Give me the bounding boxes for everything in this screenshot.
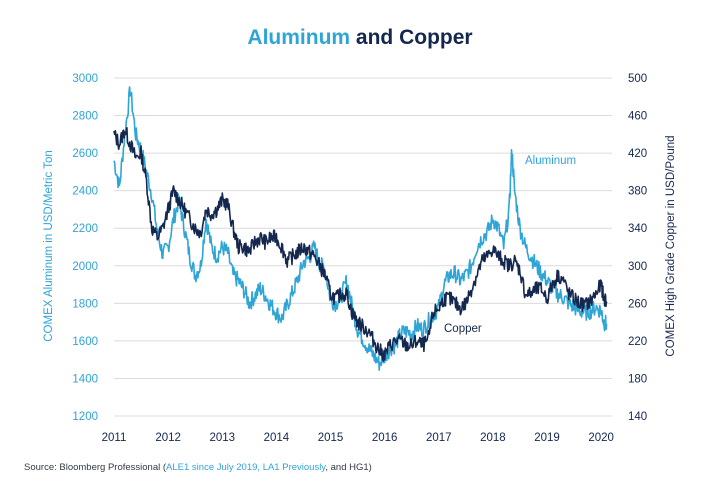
x-tick-label: 2017 [426, 432, 452, 444]
right-axis-label: COMEX High Grade Copper in USD/Pound [665, 135, 677, 356]
left-tick-label: 1400 [72, 373, 98, 385]
series-lines [113, 86, 608, 371]
right-tick-label: 140 [628, 411, 647, 423]
x-tick-label: 2019 [534, 432, 560, 444]
right-tick-label: 300 [628, 261, 647, 273]
left-tick-label: 2800 [72, 111, 98, 123]
right-tick-label: 220 [628, 336, 647, 348]
right-tick-label: 180 [628, 373, 647, 385]
right-tick-label: 380 [628, 186, 647, 198]
left-tick-label: 2200 [72, 223, 98, 235]
left-tick-label: 2000 [72, 261, 98, 273]
x-tick-label: 2015 [318, 432, 344, 444]
chart-title: Aluminum and Copper [0, 26, 720, 50]
copper-series-line [113, 127, 608, 362]
x-tick-label: 2016 [372, 432, 398, 444]
aluminum-series-line [113, 86, 608, 371]
x-tick-label: 2020 [588, 432, 614, 444]
right-tick-label: 420 [628, 148, 647, 160]
x-axis-ticks: 2011 2012 2013 2014 2015 2016 2017 2018 2019 2020 [102, 432, 614, 444]
left-axis-label: COMEX Aluminum in USD/Metric Ton [43, 150, 55, 342]
left-axis-ticks: 3000 2800 2600 2400 2200 2000 1800 1600 1400 1200 [72, 73, 98, 423]
x-tick-label: 2014 [264, 432, 290, 444]
x-tick-label: 2012 [155, 432, 181, 444]
grid-lines [114, 77, 612, 417]
source-highlight: ALE1 since July 2019, LA1 Previously [166, 462, 326, 473]
x-tick-label: 2013 [209, 432, 235, 444]
left-tick-label: 2400 [72, 186, 98, 198]
source-suffix: , and HG1) [325, 462, 372, 473]
x-tick-label: 2018 [480, 432, 506, 444]
chart-title-aluminum: Aluminum [247, 26, 351, 49]
chart-title-rest: and Copper [350, 26, 473, 49]
right-axis-ticks: 500 460 420 380 340 300 260 220 180 140 [628, 73, 647, 423]
right-tick-label: 500 [628, 73, 647, 85]
left-tick-label: 1800 [72, 298, 98, 310]
aluminum-annotation: Aluminum [525, 155, 576, 167]
copper-annotation: Copper [444, 323, 482, 335]
right-tick-label: 340 [628, 223, 647, 235]
left-tick-label: 2600 [72, 148, 98, 160]
source-prefix: Source: Bloomberg Professional ( [24, 462, 167, 473]
left-tick-label: 1600 [72, 336, 98, 348]
left-tick-label: 1200 [72, 411, 98, 423]
source-note: Source: Bloomberg Professional (ALE1 sin… [24, 462, 372, 473]
x-tick-label: 2011 [102, 432, 127, 444]
right-tick-label: 460 [628, 111, 647, 123]
left-tick-label: 3000 [72, 73, 98, 85]
right-tick-label: 260 [628, 298, 647, 310]
